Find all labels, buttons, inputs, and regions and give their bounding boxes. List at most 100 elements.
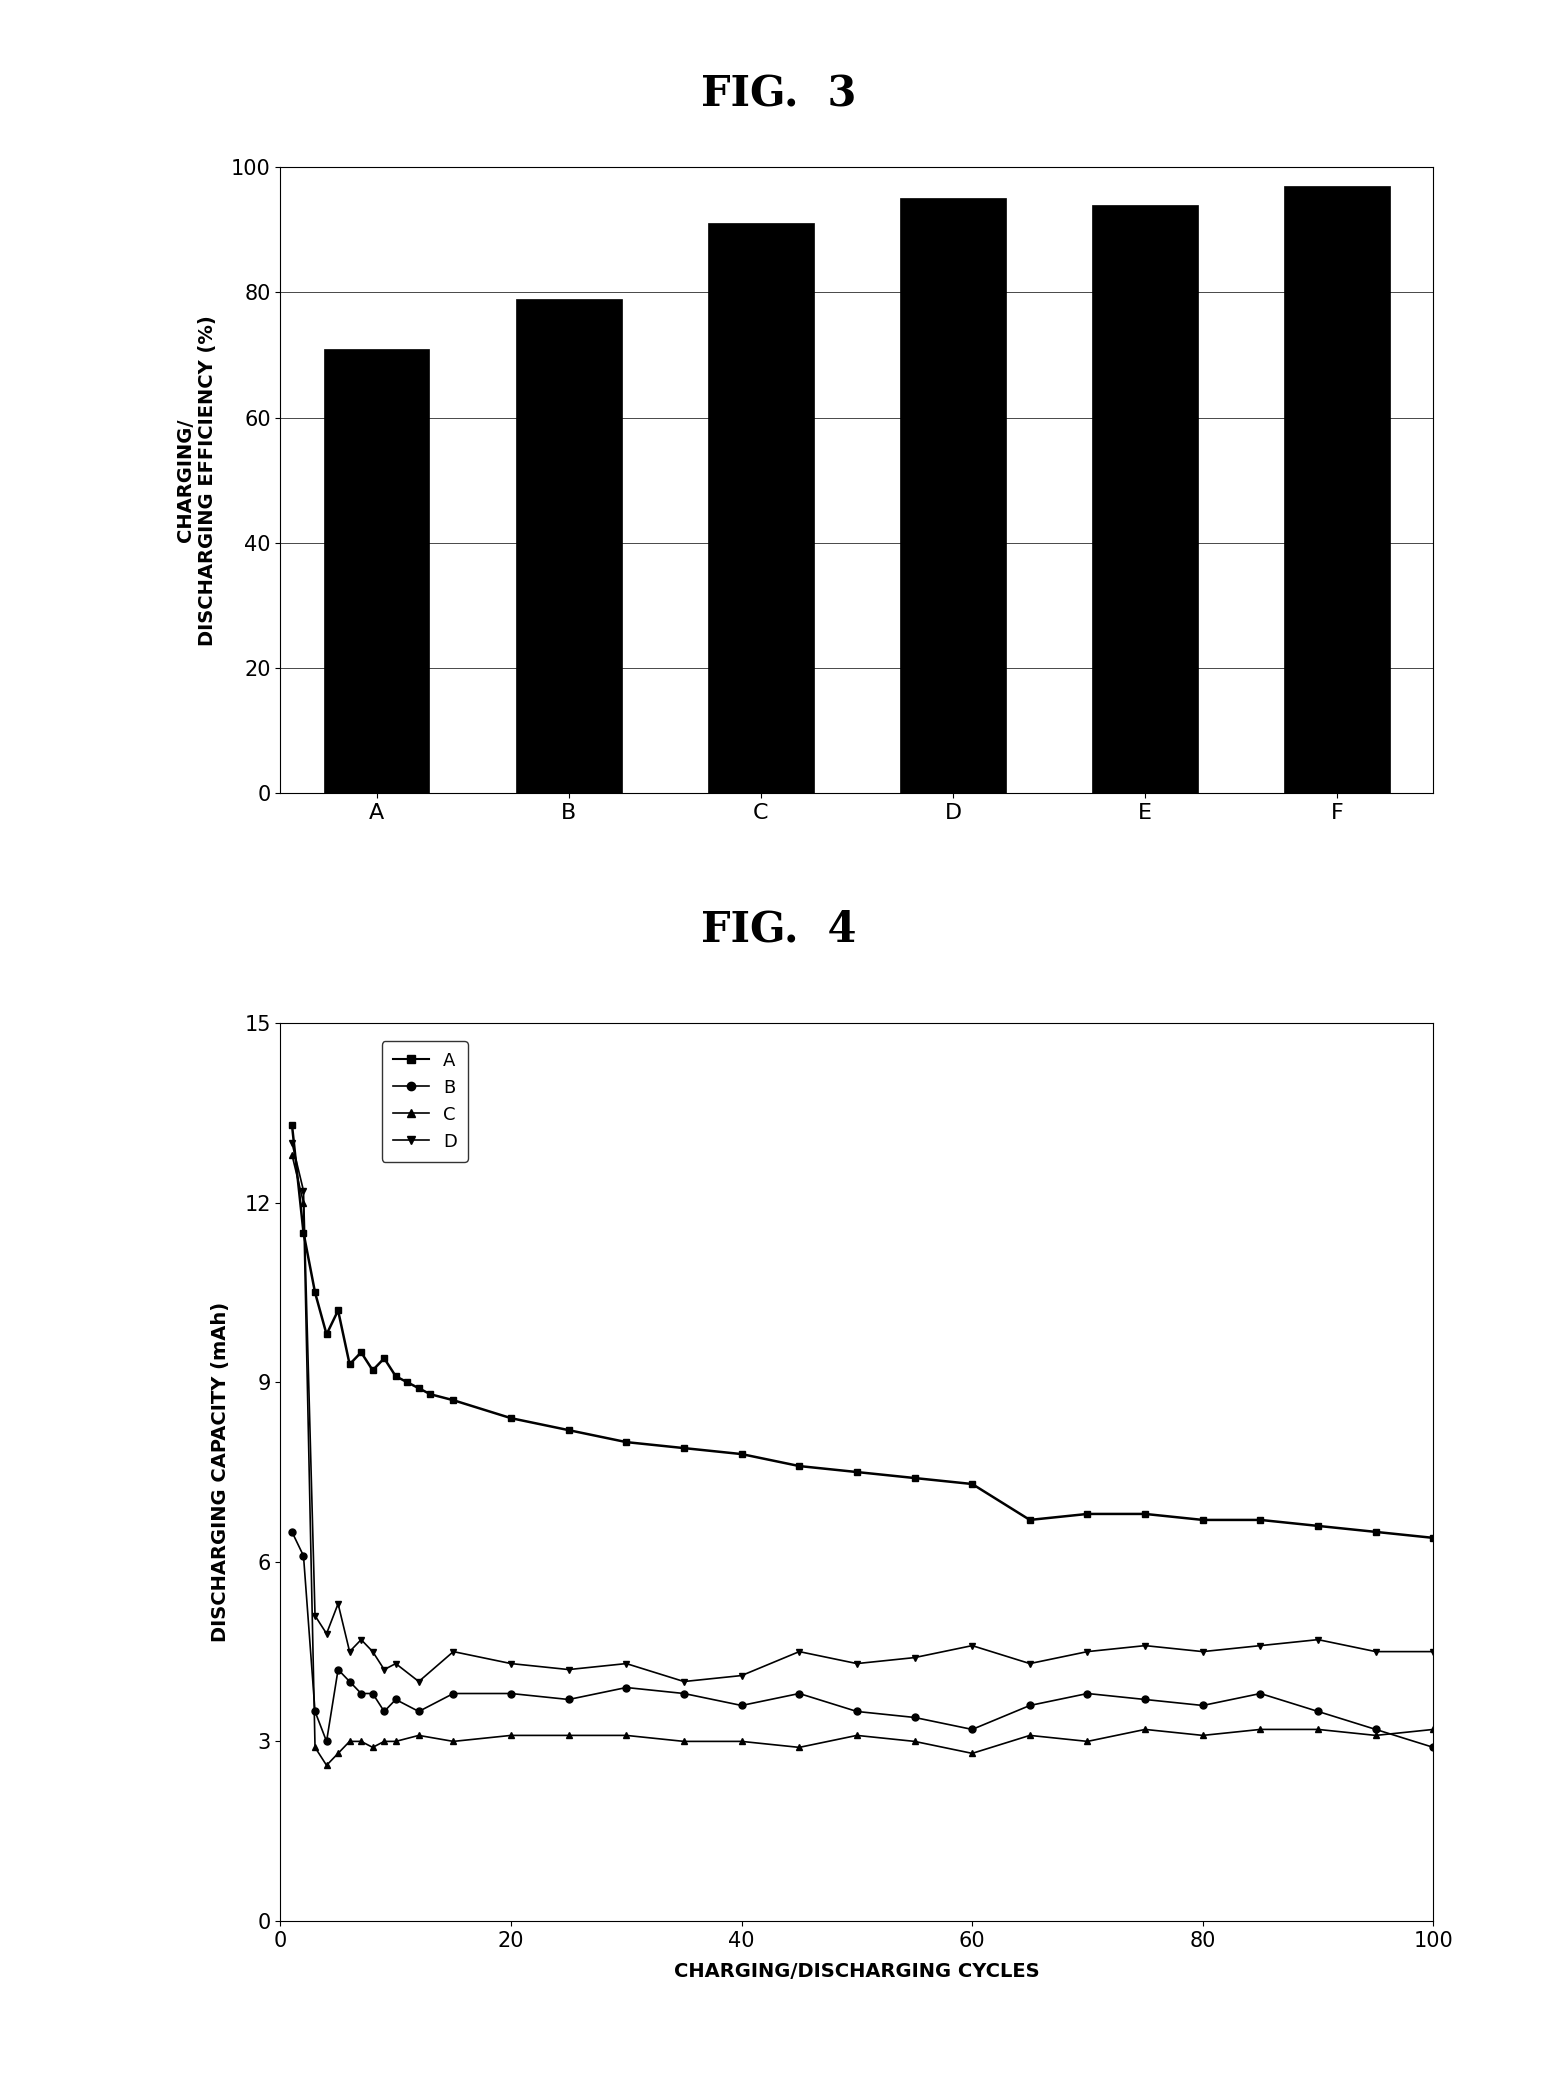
B xyxy=(1424,1735,1443,1760)
B xyxy=(318,1729,337,1754)
C xyxy=(963,1741,982,1766)
A xyxy=(444,1389,463,1414)
D xyxy=(318,1620,337,1645)
C xyxy=(318,1752,337,1777)
C xyxy=(1309,1716,1327,1741)
D xyxy=(790,1639,809,1664)
D xyxy=(963,1633,982,1658)
A xyxy=(410,1376,428,1401)
B xyxy=(1251,1681,1270,1706)
A xyxy=(1136,1501,1154,1526)
C xyxy=(410,1723,428,1748)
C xyxy=(340,1729,358,1754)
D xyxy=(617,1652,636,1677)
A xyxy=(1309,1514,1327,1539)
B xyxy=(444,1681,463,1706)
A xyxy=(305,1280,324,1305)
A xyxy=(1251,1508,1270,1533)
C xyxy=(617,1723,636,1748)
D xyxy=(305,1604,324,1629)
C xyxy=(305,1735,324,1760)
C xyxy=(790,1735,809,1760)
D xyxy=(363,1639,382,1664)
C xyxy=(1020,1723,1039,1748)
C xyxy=(282,1142,301,1167)
B xyxy=(790,1681,809,1706)
B xyxy=(375,1700,394,1725)
C xyxy=(1193,1723,1212,1748)
C xyxy=(675,1729,693,1754)
B xyxy=(1309,1700,1327,1725)
A xyxy=(386,1363,405,1389)
D xyxy=(1309,1627,1327,1652)
B xyxy=(1366,1716,1385,1741)
A xyxy=(329,1299,347,1324)
A xyxy=(1193,1508,1212,1533)
A xyxy=(294,1219,313,1244)
A xyxy=(1078,1501,1097,1526)
D xyxy=(732,1662,751,1687)
B xyxy=(732,1693,751,1718)
D xyxy=(675,1668,693,1693)
C xyxy=(502,1723,520,1748)
D xyxy=(282,1130,301,1155)
D xyxy=(502,1652,520,1677)
B xyxy=(1193,1693,1212,1718)
Bar xyxy=(516,299,622,793)
A xyxy=(340,1351,358,1376)
A xyxy=(375,1347,394,1372)
B xyxy=(559,1687,578,1712)
Line: C: C xyxy=(288,1150,1436,1769)
C xyxy=(375,1729,394,1754)
D xyxy=(848,1652,866,1677)
D xyxy=(1136,1633,1154,1658)
C xyxy=(1136,1716,1154,1741)
D xyxy=(329,1591,347,1616)
D xyxy=(905,1645,924,1670)
C xyxy=(848,1723,866,1748)
D xyxy=(444,1639,463,1664)
D xyxy=(294,1178,313,1203)
D xyxy=(386,1652,405,1677)
Legend: A, B, C, D: A, B, C, D xyxy=(382,1042,467,1161)
B xyxy=(340,1668,358,1693)
Text: FIG.  3: FIG. 3 xyxy=(701,73,857,115)
D xyxy=(352,1627,371,1652)
C xyxy=(1251,1716,1270,1741)
D xyxy=(1251,1633,1270,1658)
A xyxy=(559,1418,578,1443)
A xyxy=(675,1437,693,1462)
D xyxy=(410,1668,428,1693)
X-axis label: CHARGING/DISCHARGING CYCLES: CHARGING/DISCHARGING CYCLES xyxy=(675,1963,1039,1982)
B xyxy=(502,1681,520,1706)
D xyxy=(1020,1652,1039,1677)
Bar xyxy=(707,223,813,793)
A xyxy=(1424,1526,1443,1551)
Y-axis label: CHARGING/
DISCHARGING EFFICIENCY (%): CHARGING/ DISCHARGING EFFICIENCY (%) xyxy=(176,315,217,645)
B xyxy=(329,1658,347,1683)
D xyxy=(375,1658,394,1683)
Line: A: A xyxy=(288,1121,1436,1541)
B xyxy=(905,1706,924,1731)
A xyxy=(352,1340,371,1366)
A xyxy=(963,1472,982,1497)
Text: FIG.  4: FIG. 4 xyxy=(701,908,857,950)
A xyxy=(397,1370,416,1395)
A xyxy=(848,1460,866,1485)
C xyxy=(732,1729,751,1754)
C xyxy=(1078,1729,1097,1754)
B xyxy=(386,1687,405,1712)
C xyxy=(363,1735,382,1760)
B xyxy=(294,1543,313,1568)
B xyxy=(675,1681,693,1706)
C xyxy=(294,1190,313,1215)
A xyxy=(1020,1508,1039,1533)
Y-axis label: DISCHARGING CAPACITY (mAh): DISCHARGING CAPACITY (mAh) xyxy=(212,1303,231,1641)
A xyxy=(282,1113,301,1138)
C xyxy=(559,1723,578,1748)
A xyxy=(790,1453,809,1478)
B xyxy=(617,1675,636,1700)
Bar xyxy=(901,198,1006,793)
B xyxy=(1078,1681,1097,1706)
A xyxy=(363,1357,382,1382)
